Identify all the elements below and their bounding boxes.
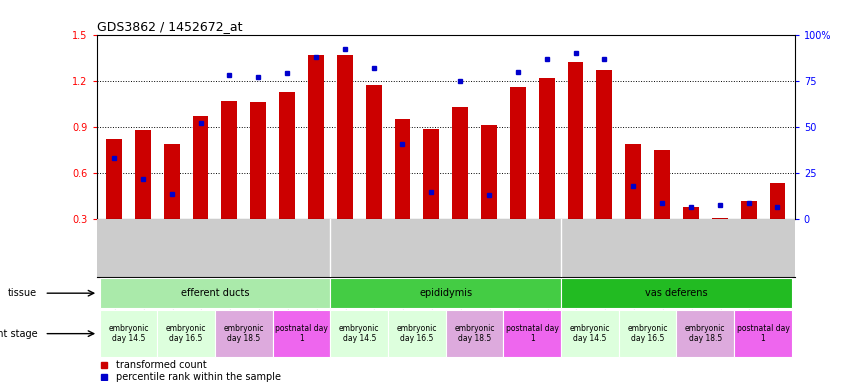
Text: postnatal day
1: postnatal day 1 [505,324,558,343]
Bar [331,278,561,308]
Bar [193,116,209,220]
Bar [683,207,699,220]
Bar [741,201,757,220]
Text: development stage: development stage [0,329,37,339]
Bar [568,62,584,220]
Bar [676,310,734,357]
Bar [481,126,497,220]
Bar [221,101,237,220]
Bar [452,107,468,220]
Text: embryonic
day 16.5: embryonic day 16.5 [397,324,437,343]
Bar [711,218,727,220]
Bar [272,310,331,357]
Text: tissue: tissue [8,288,37,298]
Text: embryonic
day 14.5: embryonic day 14.5 [108,324,149,343]
Text: efferent ducts: efferent ducts [181,288,249,298]
Bar [446,310,504,357]
Text: percentile rank within the sample: percentile rank within the sample [116,372,281,382]
Bar [561,278,792,308]
Text: embryonic
day 16.5: embryonic day 16.5 [627,324,668,343]
Bar [561,310,619,357]
Text: transformed count: transformed count [116,360,207,370]
Text: embryonic
day 14.5: embryonic day 14.5 [339,324,379,343]
Bar [596,70,612,220]
Bar [106,139,122,220]
Bar [654,150,670,220]
Bar [539,78,554,220]
Bar [504,310,561,357]
Bar [308,55,324,220]
Text: postnatal day
1: postnatal day 1 [737,324,790,343]
Bar [388,310,446,357]
Bar [626,144,641,220]
Bar [99,278,331,308]
Bar [423,129,439,220]
Bar [619,310,676,357]
Text: embryonic
day 14.5: embryonic day 14.5 [569,324,611,343]
Text: vas deferens: vas deferens [645,288,708,298]
Bar [394,119,410,220]
Bar [157,310,215,357]
Bar [164,144,180,220]
Bar [99,310,157,357]
Text: embryonic
day 18.5: embryonic day 18.5 [224,324,264,343]
Bar [366,85,382,220]
Bar [734,310,792,357]
Text: embryonic
day 18.5: embryonic day 18.5 [685,324,726,343]
Bar [510,87,526,220]
Text: embryonic
day 16.5: embryonic day 16.5 [166,324,206,343]
Bar [770,182,785,220]
Text: GDS3862 / 1452672_at: GDS3862 / 1452672_at [97,20,242,33]
Bar [135,130,151,220]
Bar [337,55,352,220]
Text: epididymis: epididymis [419,288,473,298]
Text: embryonic
day 18.5: embryonic day 18.5 [454,324,495,343]
Bar [215,310,272,357]
Bar [279,91,295,220]
Bar [331,310,388,357]
Text: postnatal day
1: postnatal day 1 [275,324,328,343]
Bar [251,103,266,220]
